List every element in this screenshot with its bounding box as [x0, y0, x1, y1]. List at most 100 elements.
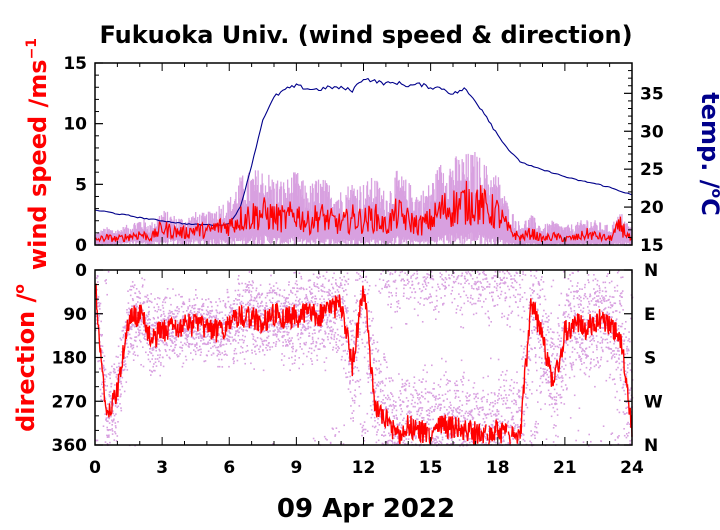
- direction-dot: [503, 379, 505, 381]
- direction-dot: [167, 316, 170, 319]
- direction-dot: [413, 382, 416, 384]
- direction-dot: [532, 433, 534, 436]
- direction-dot: [394, 435, 396, 438]
- direction-dot: [431, 405, 433, 408]
- direction-dot: [455, 312, 458, 314]
- direction-dot: [113, 389, 115, 391]
- direction-dot: [449, 389, 451, 392]
- direction-dot: [201, 298, 203, 300]
- direction-dot: [521, 365, 524, 367]
- direction-dot: [417, 410, 420, 413]
- direction-dot: [211, 338, 214, 340]
- direction-dot: [220, 335, 222, 337]
- direction-dot: [295, 304, 297, 307]
- direction-dot: [348, 371, 350, 373]
- direction-dot: [463, 275, 466, 278]
- direction-dot: [370, 379, 373, 381]
- direction-dot: [283, 355, 286, 357]
- direction-dot: [463, 416, 465, 419]
- direction-dot: [461, 272, 464, 275]
- direction-dot: [382, 399, 384, 401]
- direction-dot: [244, 289, 247, 291]
- direction-dot: [522, 356, 524, 358]
- direction-dot: [452, 280, 455, 283]
- direction-dot: [491, 291, 493, 294]
- direction-dot: [364, 322, 367, 324]
- direction-dot: [313, 349, 316, 352]
- direction-dot: [275, 282, 278, 284]
- direction-dot: [547, 321, 549, 323]
- direction-dot: [492, 298, 494, 301]
- direction-dot: [434, 308, 437, 310]
- direction-dot: [520, 345, 523, 347]
- direction-dot: [373, 426, 376, 429]
- direction-dot: [307, 327, 310, 330]
- direction-dot: [342, 296, 344, 298]
- direction-dot: [534, 301, 537, 304]
- direction-dot: [395, 292, 397, 294]
- direction-dot: [461, 404, 464, 406]
- direction-dot: [231, 309, 234, 312]
- direction-dot: [521, 386, 523, 389]
- direction-dot: [408, 412, 411, 415]
- direction-dot: [253, 325, 255, 327]
- direction-dot: [132, 346, 135, 349]
- direction-dot: [156, 346, 158, 348]
- direction-dot: [444, 277, 447, 279]
- direction-dot: [322, 290, 324, 293]
- direction-dot: [537, 309, 539, 311]
- direction-dot: [295, 299, 297, 302]
- direction-dot: [379, 388, 382, 391]
- direction-dot: [501, 279, 503, 281]
- direction-dot: [404, 389, 407, 392]
- direction-dot: [481, 396, 484, 399]
- direction-dot: [100, 398, 102, 401]
- direction-dot: [125, 321, 127, 323]
- direction-dot: [157, 354, 159, 356]
- direction-dot: [435, 397, 437, 400]
- direction-dot: [515, 401, 517, 404]
- direction-dot: [301, 327, 304, 329]
- direction-dot: [504, 281, 507, 284]
- direction-dot: [299, 323, 302, 325]
- direction-dot: [289, 310, 292, 313]
- direction-dot: [214, 316, 216, 319]
- direction-dot: [448, 406, 450, 408]
- y-tick-label: 0: [75, 236, 87, 256]
- direction-dot: [158, 343, 160, 345]
- direction-dot: [492, 405, 495, 407]
- direction-dot: [148, 318, 150, 320]
- direction-dot: [424, 288, 427, 290]
- direction-dot: [95, 312, 97, 314]
- direction-dot: [164, 296, 167, 299]
- direction-dot: [382, 382, 384, 384]
- direction-dot: [446, 409, 448, 411]
- direction-dot: [485, 274, 487, 276]
- direction-dot: [333, 272, 335, 275]
- direction-dot: [357, 313, 359, 316]
- direction-dot: [518, 409, 521, 412]
- direction-dot: [198, 337, 200, 339]
- direction-dot: [404, 429, 406, 431]
- direction-dot: [225, 306, 227, 309]
- direction-dot: [275, 343, 277, 345]
- direction-dot: [233, 352, 236, 355]
- direction-dot: [533, 319, 535, 321]
- direction-dot: [472, 386, 475, 389]
- direction-dot: [502, 432, 504, 434]
- direction-dot: [389, 273, 391, 276]
- direction-dot: [535, 270, 538, 273]
- direction-dot: [148, 300, 150, 302]
- direction-dot: [458, 406, 461, 408]
- direction-dot: [151, 330, 154, 332]
- direction-dot: [482, 271, 484, 274]
- direction-dot: [473, 283, 476, 285]
- direction-dot: [485, 414, 487, 416]
- direction-dot: [462, 377, 465, 379]
- direction-dot: [233, 323, 235, 325]
- direction-dot: [305, 320, 307, 322]
- direction-dot: [465, 294, 468, 297]
- direction-dot: [403, 417, 405, 420]
- direction-dot: [382, 402, 384, 404]
- direction-dot: [470, 440, 473, 443]
